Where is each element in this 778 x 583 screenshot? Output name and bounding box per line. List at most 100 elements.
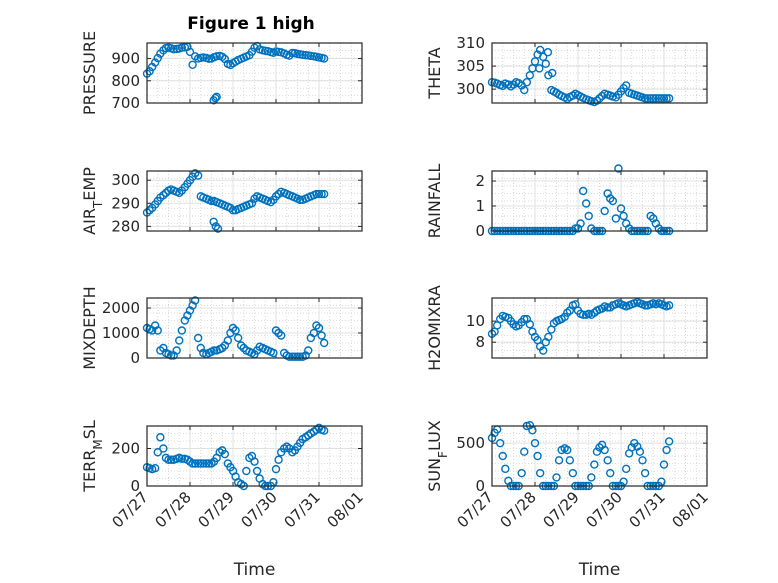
y-tick-label: 280 (111, 217, 140, 235)
data-point (560, 312, 569, 322)
data-point (166, 351, 176, 360)
data-point (190, 459, 200, 468)
data-point (565, 456, 575, 465)
data-point (175, 336, 184, 345)
data-point (153, 326, 162, 335)
data-point (274, 189, 283, 199)
data-point (664, 301, 674, 310)
data-point (597, 91, 607, 101)
data-point (317, 189, 326, 199)
data-point (651, 94, 661, 103)
x-axis-label: Time (578, 560, 621, 580)
data-point (501, 464, 510, 474)
data-point (606, 194, 615, 203)
data-point (535, 468, 545, 478)
axes-box (491, 42, 708, 104)
x-tick-label: 07/28 (497, 488, 540, 531)
data-series-theta (487, 45, 674, 107)
data-point (314, 323, 324, 333)
x-tick-label: 08/01 (669, 488, 712, 531)
data-point (528, 426, 537, 435)
y-axis-label: PRESSURE (80, 31, 99, 115)
y-tick-label: 300 (456, 80, 485, 98)
y-tick-label: 290 (111, 194, 140, 212)
data-point (498, 81, 507, 91)
y-tick-label: 900 (111, 50, 140, 68)
data-point (621, 81, 631, 90)
data-point (554, 456, 564, 465)
data-point (177, 326, 187, 335)
data-point (153, 53, 162, 63)
data-point (649, 94, 658, 103)
data-point (175, 188, 184, 198)
data-point (317, 331, 326, 340)
data-point (525, 320, 535, 329)
data-point (211, 93, 220, 103)
data-point (312, 189, 321, 199)
data-point (608, 196, 618, 206)
data-point (169, 45, 178, 54)
data-point (616, 204, 626, 213)
data-point (544, 332, 553, 342)
data-point (239, 343, 248, 353)
data-point (306, 51, 316, 61)
data-point (166, 455, 176, 464)
axes-box (491, 297, 708, 359)
data-point (269, 348, 278, 358)
data-point (319, 426, 329, 435)
data-point (581, 199, 591, 208)
y-tick-label: 0 (130, 477, 140, 495)
data-point (207, 196, 216, 206)
y-tick-label: 310 (456, 34, 485, 52)
subplot-rainfall: 0 1 2 RAINFALL (425, 164, 708, 240)
data-point (578, 186, 588, 196)
data-point (212, 92, 221, 101)
data-point (606, 468, 615, 478)
data-point (584, 211, 593, 221)
data-point (578, 310, 588, 320)
data-point (314, 189, 324, 199)
data-point (212, 52, 221, 61)
data-point (525, 71, 535, 80)
y-tick-label: 200 (111, 440, 140, 458)
data-point (664, 94, 674, 103)
data-point (193, 459, 203, 468)
data-point (156, 433, 165, 442)
y-tick-label: 0 (475, 222, 485, 240)
data-point (231, 326, 240, 335)
data-point (533, 451, 542, 461)
axes-box (146, 425, 363, 487)
data-point (571, 224, 580, 233)
data-point (252, 466, 262, 476)
data-point (662, 94, 671, 103)
data-point (319, 189, 329, 199)
data-point (640, 94, 650, 103)
data-point (196, 459, 205, 468)
data-point (646, 94, 655, 103)
x-tick-label: 07/31 (281, 488, 324, 531)
y-axis-label: AIRTEMP (80, 167, 105, 235)
data-point (199, 459, 208, 468)
y-tick-label: 0 (130, 349, 140, 367)
data-point (603, 456, 612, 465)
data-series-mixdepth (142, 296, 329, 361)
data-point (164, 455, 173, 464)
data-point (319, 54, 329, 63)
data-point (587, 473, 596, 482)
data-point (603, 303, 612, 312)
axes-box (146, 297, 363, 359)
data-point (592, 447, 602, 456)
data-point (250, 194, 259, 203)
data-point (293, 352, 302, 361)
y-axis-label: SUNFLUX (425, 420, 450, 492)
x-axis-label: Time (233, 560, 276, 580)
data-point (543, 48, 553, 57)
data-point (247, 199, 257, 208)
data-point (635, 447, 645, 456)
data-point (590, 460, 599, 469)
y-axis-label: H2OMIXRA (425, 285, 444, 371)
y-tick-label: 1000 (102, 324, 140, 342)
data-point (218, 343, 227, 353)
data-point (657, 477, 666, 486)
